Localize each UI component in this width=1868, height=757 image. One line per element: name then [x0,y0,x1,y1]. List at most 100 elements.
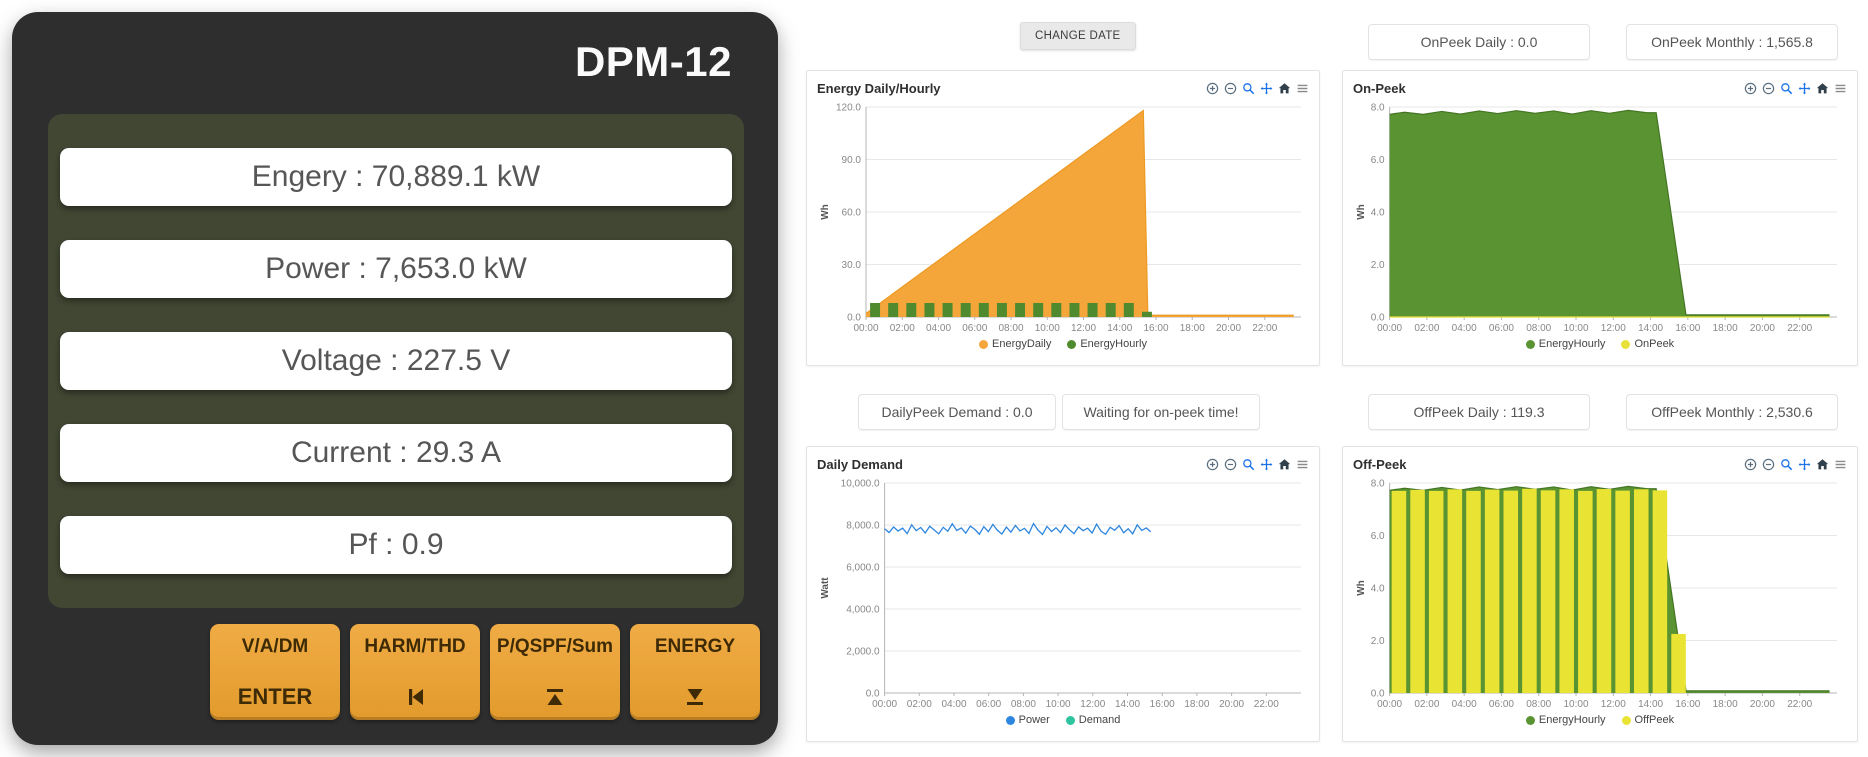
home-icon[interactable] [1277,457,1291,471]
svg-text:90.0: 90.0 [842,155,862,166]
zoom-in-icon[interactable] [1743,81,1757,95]
waiting-message-badge: Waiting for on-peek time! [1062,394,1260,430]
legend-label: EnergyHourly [1538,714,1606,726]
chart-legend: EnergyDaily EnergyHourly [817,338,1309,350]
legend-dot [1525,715,1535,725]
svg-text:14:00: 14:00 [1638,323,1663,334]
legend-item-energyhourly[interactable]: EnergyHourly [1525,338,1606,350]
home-icon[interactable] [1815,457,1829,471]
svg-text:20:00: 20:00 [1750,323,1775,334]
svg-text:14:00: 14:00 [1107,323,1132,334]
offpeek-monthly-badge: OffPeek Monthly : 2,530.6 [1626,394,1838,430]
legend-item-offpeek[interactable]: OffPeek [1621,714,1674,726]
svg-text:02:00: 02:00 [1414,699,1439,710]
chart-canvas[interactable]: 0.0 2.0 4.0 6.0 8.0 00:00 02:00 04:00 06:00 08:00… [1353,475,1847,713]
up-bar-icon [542,684,568,710]
svg-text:22:00: 22:00 [1254,699,1279,710]
svg-text:16:00: 16:00 [1150,699,1175,710]
button-label: ENTER [237,684,313,709]
button-label: ENERGY [654,636,736,657]
energy-button[interactable]: ENERGY [630,624,760,720]
svg-text:20:00: 20:00 [1750,699,1775,710]
svg-text:06:00: 06:00 [1489,323,1514,334]
offpeek-daily-badge: OffPeek Daily : 119.3 [1368,394,1590,430]
readout-pf: Pf : 0.9 [60,516,732,574]
harm-thd-button[interactable]: HARM/THD [350,624,480,720]
svg-text:0.0: 0.0 [1371,689,1385,700]
home-icon[interactable] [1815,81,1829,95]
home-icon[interactable] [1277,81,1291,95]
chart-toolbar [1205,81,1309,95]
chart-toolbar [1743,457,1847,471]
legend-item-energydaily[interactable]: EnergyDaily [979,338,1051,350]
legend-dot [1065,715,1075,725]
svg-text:00:00: 00:00 [872,699,897,710]
legend-item-demand[interactable]: Demand [1065,714,1120,726]
menu-icon[interactable] [1833,457,1847,471]
zoom-out-icon[interactable] [1223,81,1237,95]
legend-item-power[interactable]: Power [1005,714,1050,726]
magnifier-icon[interactable] [1241,81,1255,95]
chart-title: Daily Demand [817,456,903,472]
svg-text:10:00: 10:00 [1046,699,1071,710]
svg-text:Wh: Wh [820,204,831,220]
chart-title: On-Peek [1353,80,1406,96]
pqspf-sum-button[interactable]: P/QSPF/Sum [490,624,620,720]
legend-item-onpeek[interactable]: OnPeek [1621,338,1674,350]
svg-text:Watt: Watt [820,577,831,599]
change-date-button[interactable]: CHANGE DATE [1020,22,1136,50]
svg-text:18:00: 18:00 [1713,699,1738,710]
zoom-in-icon[interactable] [1205,457,1219,471]
magnifier-icon[interactable] [1779,81,1793,95]
svg-text:10:00: 10:00 [1564,699,1589,710]
pan-icon[interactable] [1797,81,1811,95]
svg-text:8.0: 8.0 [1371,103,1385,114]
chart-panel-on-peek: On-Peek 0.0 2.0 4.0 6.0 8.0 00:00 02:00 04:00 06… [1342,70,1858,366]
readout-power: Power : 7,653.0 kW [60,240,732,298]
device-display: Engery : 70,889.1 kW Power : 7,653.0 kW … [48,114,744,608]
svg-text:04:00: 04:00 [941,699,966,710]
legend-label: EnergyDaily [992,338,1052,350]
svg-text:12:00: 12:00 [1601,699,1626,710]
zoom-out-icon[interactable] [1761,81,1775,95]
menu-icon[interactable] [1295,457,1309,471]
zoom-out-icon[interactable] [1223,457,1237,471]
legend-dot [1005,715,1015,725]
svg-text:2.0: 2.0 [1371,636,1385,647]
svg-text:2,000.0: 2,000.0 [846,647,880,658]
readout-current: Current : 29.3 A [60,424,732,482]
chart-canvas[interactable]: 0.0 2.0 4.0 6.0 8.0 00:00 02:00 04:00 06:00 08:00… [1353,99,1847,337]
magnifier-icon[interactable] [1241,457,1255,471]
svg-text:30.0: 30.0 [842,260,862,271]
chart-canvas[interactable]: 0.0 30.0 60.0 90.0 120.0 00:00 02:00 04:00 06:00… [817,99,1311,337]
zoom-in-icon[interactable] [1743,457,1757,471]
chart-canvas[interactable]: 0.0 2,000.0 4,000.0 6,000.0 8,000.0 10,000.0 0… [817,475,1311,713]
readout-energy: Engery : 70,889.1 kW [60,148,732,206]
pan-icon[interactable] [1259,457,1273,471]
menu-icon[interactable] [1833,81,1847,95]
dailypeek-demand-badge: DailyPeek Demand : 0.0 [858,394,1056,430]
chart-legend: EnergyHourly OnPeek [1353,338,1847,350]
svg-text:6.0: 6.0 [1371,531,1385,542]
legend-dot [1067,339,1077,349]
chart-legend: Power Demand [817,714,1309,726]
svg-text:18:00: 18:00 [1184,699,1209,710]
legend-dot [979,339,989,349]
pan-icon[interactable] [1259,81,1273,95]
svg-text:8,000.0: 8,000.0 [846,521,880,532]
legend-label: EnergyHourly [1538,338,1606,350]
zoom-out-icon[interactable] [1761,457,1775,471]
button-label: V/A/DM [241,636,309,657]
zoom-in-icon[interactable] [1205,81,1219,95]
svg-text:20:00: 20:00 [1219,699,1244,710]
legend-item-energyhourly[interactable]: EnergyHourly [1067,338,1147,350]
svg-text:00:00: 00:00 [1377,699,1402,710]
legend-label: OnPeek [1634,338,1675,350]
va-dm-enter-button[interactable]: V/A/DM ENTER [210,624,340,720]
pan-icon[interactable] [1797,457,1811,471]
magnifier-icon[interactable] [1779,457,1793,471]
menu-icon[interactable] [1295,81,1309,95]
svg-text:4.0: 4.0 [1371,208,1385,219]
legend-label: Power [1018,714,1050,726]
legend-item-energyhourly[interactable]: EnergyHourly [1525,714,1606,726]
